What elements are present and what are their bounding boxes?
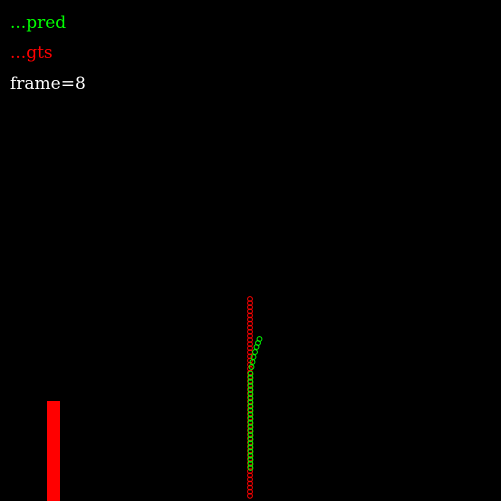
gts-marker bbox=[247, 476, 253, 483]
gts-marker bbox=[247, 484, 253, 491]
gts-marker bbox=[247, 480, 253, 487]
pred-marker bbox=[247, 428, 254, 435]
pred-marker bbox=[247, 387, 254, 394]
pred-marker bbox=[247, 370, 254, 377]
pred-marker bbox=[247, 374, 254, 381]
pred-marker bbox=[247, 415, 254, 422]
gts-marker bbox=[247, 316, 253, 323]
gts-marker bbox=[247, 296, 253, 302]
pred-marker bbox=[247, 411, 254, 418]
pred-marker bbox=[247, 440, 254, 447]
gts-marker bbox=[247, 312, 253, 319]
pred-marker bbox=[256, 336, 263, 342]
pred-marker bbox=[247, 424, 254, 430]
pred-marker bbox=[247, 399, 254, 406]
gts-marker bbox=[247, 304, 253, 311]
pred-marker bbox=[247, 403, 254, 410]
pred-marker bbox=[247, 465, 254, 471]
gts-marker bbox=[247, 300, 253, 307]
gts-marker bbox=[247, 345, 253, 352]
pred-marker bbox=[247, 444, 254, 451]
gts-marker bbox=[247, 337, 253, 343]
pred-marker bbox=[247, 448, 254, 455]
gts-marker bbox=[247, 320, 253, 327]
pred-marker bbox=[247, 395, 254, 402]
pred-marker bbox=[247, 383, 254, 389]
pred-trajectory bbox=[247, 336, 263, 471]
legend-pred-label: ...pred bbox=[10, 13, 67, 33]
pred-marker bbox=[247, 456, 254, 463]
pred-marker bbox=[247, 379, 254, 385]
pred-marker bbox=[247, 461, 254, 467]
pred-marker bbox=[247, 432, 254, 439]
pred-marker bbox=[247, 452, 254, 459]
gts-marker bbox=[247, 488, 253, 495]
gts-marker bbox=[247, 341, 253, 348]
frame-counter: frame=8 bbox=[10, 74, 86, 94]
red-bar bbox=[47, 401, 60, 501]
gts-marker bbox=[247, 468, 253, 475]
legend-gts-label: ...gts bbox=[10, 43, 53, 63]
gts-marker bbox=[247, 324, 253, 331]
gts-marker bbox=[247, 333, 253, 339]
gts-marker bbox=[247, 353, 253, 360]
pred-marker bbox=[247, 407, 254, 414]
gts-marker bbox=[247, 328, 253, 335]
pred-marker bbox=[247, 391, 254, 398]
pred-marker bbox=[247, 436, 254, 443]
pred-marker bbox=[250, 354, 257, 360]
gts-marker bbox=[247, 308, 253, 315]
pred-marker bbox=[247, 420, 254, 426]
gts-marker bbox=[247, 472, 253, 479]
pred-marker bbox=[252, 349, 258, 355]
gts-marker bbox=[247, 492, 253, 499]
